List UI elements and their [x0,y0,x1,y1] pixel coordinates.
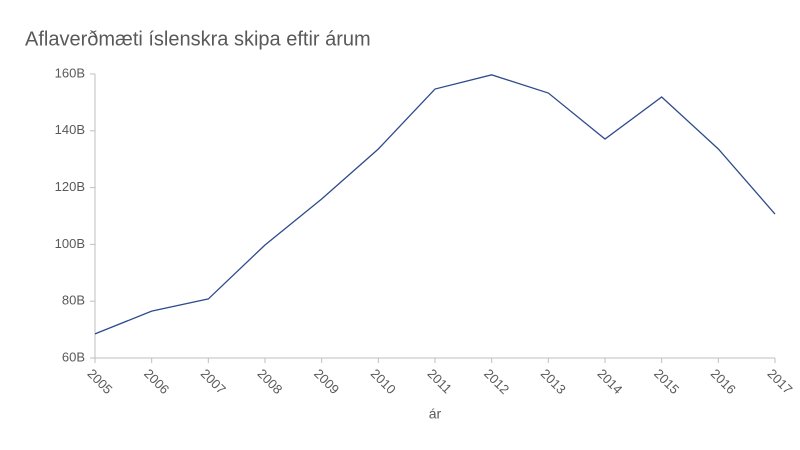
x-tick-label: 2008 [254,366,285,397]
y-tick-label: 100B [55,236,85,251]
x-tick-label: 2015 [651,366,682,397]
x-tick-label: 2007 [198,366,229,397]
x-tick-label: 2012 [481,366,512,397]
x-tick-label: 2005 [84,366,115,397]
y-tick-label: 120B [55,179,85,194]
y-tick-label: 80B [62,293,85,308]
x-tick-label: 2017 [764,366,795,397]
y-tick-label: 140B [55,122,85,137]
data-line [94,74,776,335]
x-tick-label: 2016 [708,366,739,397]
y-tick-label: 160B [55,65,85,80]
x-tick-label: 2013 [538,366,569,397]
x-tick-label: 2011 [424,366,454,396]
y-tick-label: 60B [62,349,85,364]
x-tick-label: 2006 [141,366,172,397]
x-tick-label: 2014 [594,366,625,397]
x-tick-label: 2009 [311,366,342,397]
chart-title: Aflaverðmæti íslenskra skipa eftir árum [25,28,371,50]
x-axis-label: ár [429,406,442,422]
x-tick-label: 2010 [368,366,399,397]
